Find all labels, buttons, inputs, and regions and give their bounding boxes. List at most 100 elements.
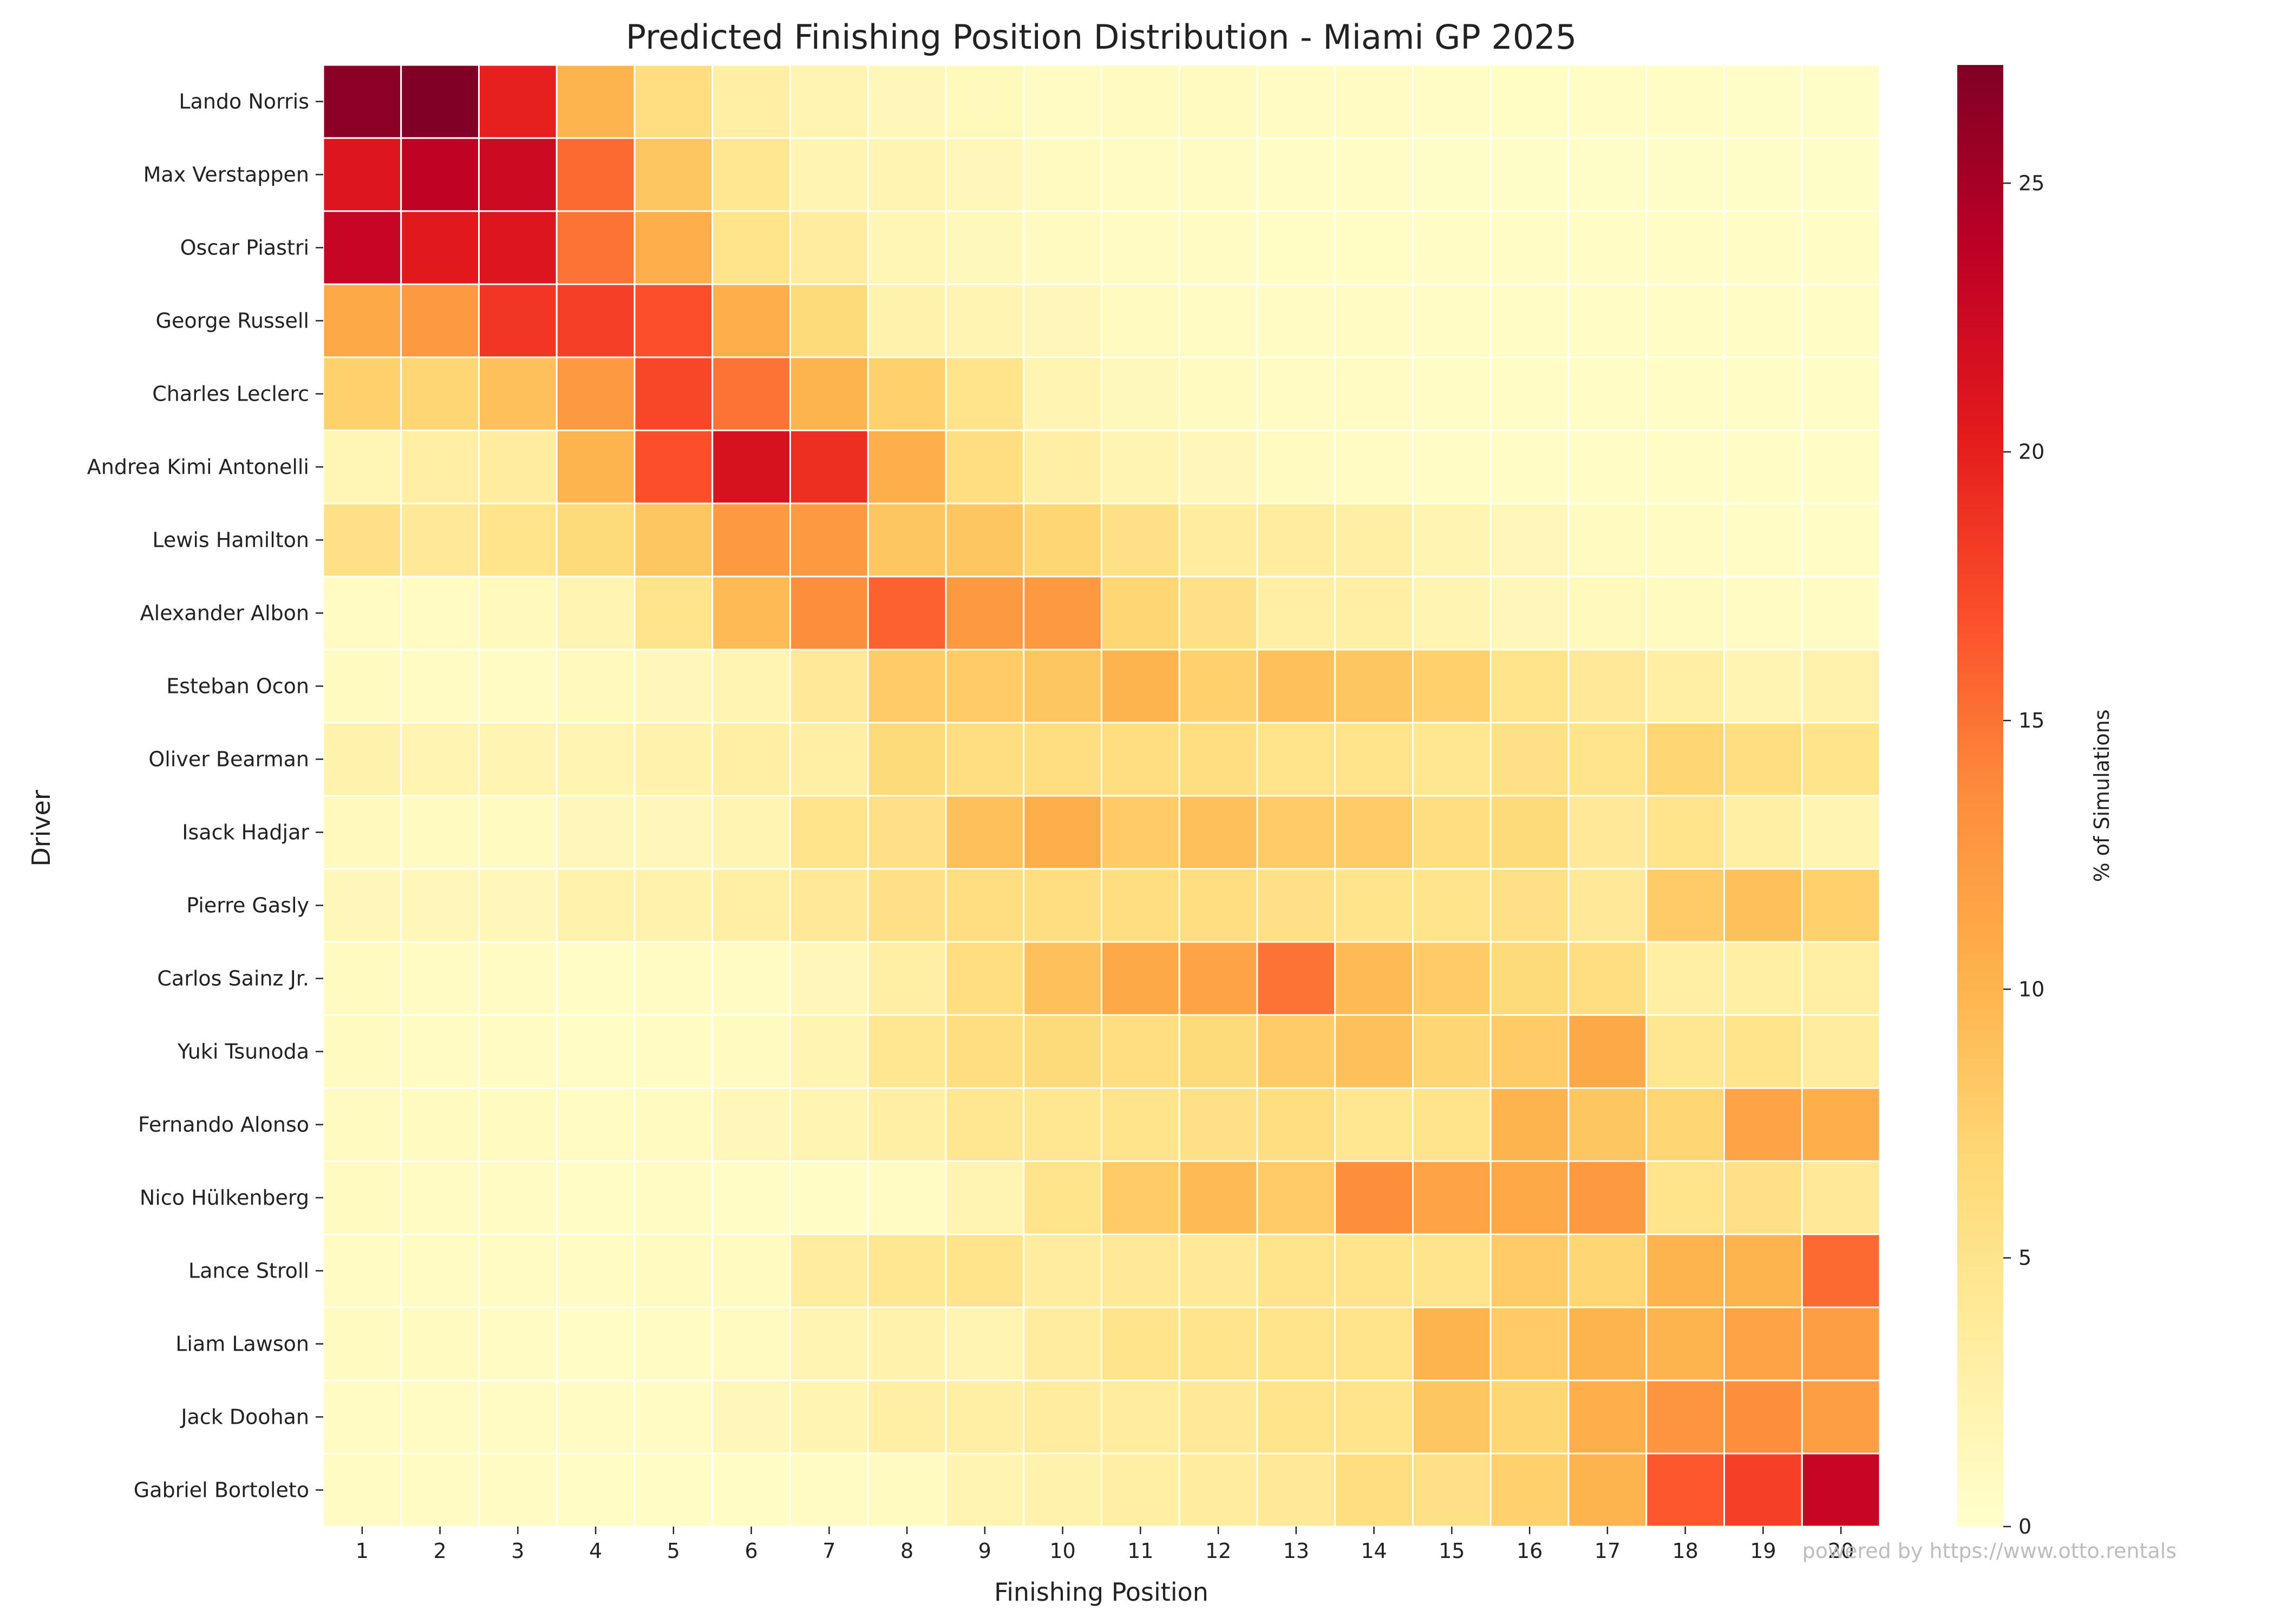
heatmap-cell — [556, 429, 636, 505]
heatmap-cell — [867, 1087, 947, 1162]
heatmap-cell — [1723, 1233, 1803, 1308]
heatmap-cell — [478, 210, 558, 285]
heatmap-cell — [1645, 1452, 1725, 1528]
heatmap-cell — [322, 1306, 402, 1381]
heatmap-cell — [1723, 1014, 1803, 1089]
heatmap-cell — [633, 1014, 714, 1089]
heatmap-cell — [711, 575, 791, 651]
heatmap-cell — [1489, 722, 1570, 797]
heatmap-cell — [556, 1233, 636, 1308]
heatmap-cell — [711, 429, 791, 505]
x-tick-label: 13 — [1283, 1539, 1309, 1563]
heatmap-cell — [789, 356, 869, 431]
heatmap-cell — [867, 283, 947, 358]
heatmap-cell — [945, 722, 1025, 797]
heatmap-cell — [1256, 356, 1336, 431]
heatmap-cell — [1567, 722, 1648, 797]
heatmap-cell — [1567, 283, 1648, 358]
heatmap-cell — [1489, 868, 1570, 943]
heatmap-cell — [322, 868, 402, 943]
heatmap-cell — [789, 502, 869, 578]
heatmap-cell — [1256, 1452, 1336, 1528]
heatmap-cell — [1178, 575, 1258, 651]
heatmap-cell — [1412, 137, 1492, 212]
heatmap-cell — [1178, 502, 1258, 578]
heatmap-cell — [1023, 1014, 1102, 1089]
heatmap-cell — [789, 429, 869, 505]
heatmap-cell — [322, 722, 402, 797]
heatmap-cell — [478, 649, 558, 724]
heatmap-cell — [1256, 1379, 1336, 1455]
heatmap-cell — [1567, 1306, 1648, 1381]
heatmap-cell — [556, 868, 636, 943]
heatmap-cell — [556, 210, 636, 285]
heatmap-cell — [1723, 1160, 1803, 1235]
heatmap-cell — [322, 1087, 402, 1162]
heatmap-cell — [1178, 649, 1258, 724]
heatmap-cell — [1023, 429, 1102, 505]
heatmap-cell — [633, 575, 714, 651]
heatmap-cell — [1023, 1233, 1102, 1308]
heatmap-cell — [867, 356, 947, 431]
x-axis-label: Finishing Position — [994, 1577, 1208, 1607]
heatmap-cell — [789, 1233, 869, 1308]
heatmap-cell — [478, 429, 558, 505]
y-axis-label: Driver — [27, 790, 56, 867]
y-tick-label: Oliver Bearman — [148, 748, 309, 771]
heatmap-cell — [556, 1306, 636, 1381]
heatmap-cell — [945, 1379, 1025, 1455]
heatmap-cell — [1334, 1160, 1414, 1235]
heatmap-cell — [400, 356, 480, 431]
heatmap-cell — [1645, 941, 1725, 1016]
heatmap-cell — [1645, 283, 1725, 358]
heatmap-cell — [711, 356, 791, 431]
heatmap-cell — [1178, 64, 1258, 139]
heatmap-cell — [478, 64, 558, 139]
heatmap-cell — [1412, 283, 1492, 358]
heatmap-cell — [945, 1233, 1025, 1308]
heatmap-cell — [1801, 1452, 1881, 1528]
heatmap-cell — [1101, 1087, 1180, 1162]
heatmap-cell — [1101, 137, 1180, 212]
heatmap-cell — [478, 283, 558, 358]
heatmap-cell — [945, 283, 1025, 358]
heatmap-cell — [789, 868, 869, 943]
heatmap-cell — [1334, 137, 1414, 212]
heatmap-cell — [1801, 210, 1881, 285]
heatmap-cell — [633, 941, 714, 1016]
heatmap-cell — [1101, 356, 1180, 431]
heatmap-cell — [1101, 1014, 1180, 1089]
heatmap-cell — [1178, 356, 1258, 431]
heatmap-cell — [478, 1306, 558, 1381]
heatmap-cell — [478, 941, 558, 1016]
heatmap-cell — [1489, 1087, 1570, 1162]
heatmap-cell — [789, 210, 869, 285]
heatmap-cell — [322, 795, 402, 870]
heatmap-cell — [789, 64, 869, 139]
heatmap-cell — [711, 795, 791, 870]
heatmap-cell — [556, 1087, 636, 1162]
x-tick-label: 19 — [1750, 1539, 1776, 1563]
heatmap-cell — [1178, 1379, 1258, 1455]
heatmap-cell — [867, 649, 947, 724]
heatmap-cell — [711, 1452, 791, 1528]
heatmap-cell — [1801, 429, 1881, 505]
heatmap-cell — [711, 722, 791, 797]
heatmap-cell — [1645, 429, 1725, 505]
heatmap-cell — [478, 575, 558, 651]
heatmap-cell — [1489, 795, 1570, 870]
heatmap-cell — [711, 210, 791, 285]
heatmap-cell — [478, 356, 558, 431]
heatmap-cell — [1567, 210, 1648, 285]
heatmap-cell — [1101, 1233, 1180, 1308]
heatmap-cell — [1256, 64, 1336, 139]
heatmap-cell — [1334, 575, 1414, 651]
heatmap-cell — [400, 502, 480, 578]
heatmap-cell — [1801, 941, 1881, 1016]
heatmap-cell — [1412, 1160, 1492, 1235]
heatmap-cell — [633, 283, 714, 358]
heatmap-cell — [867, 1233, 947, 1308]
heatmap-cell — [1334, 722, 1414, 797]
heatmap-cell — [789, 1160, 869, 1235]
